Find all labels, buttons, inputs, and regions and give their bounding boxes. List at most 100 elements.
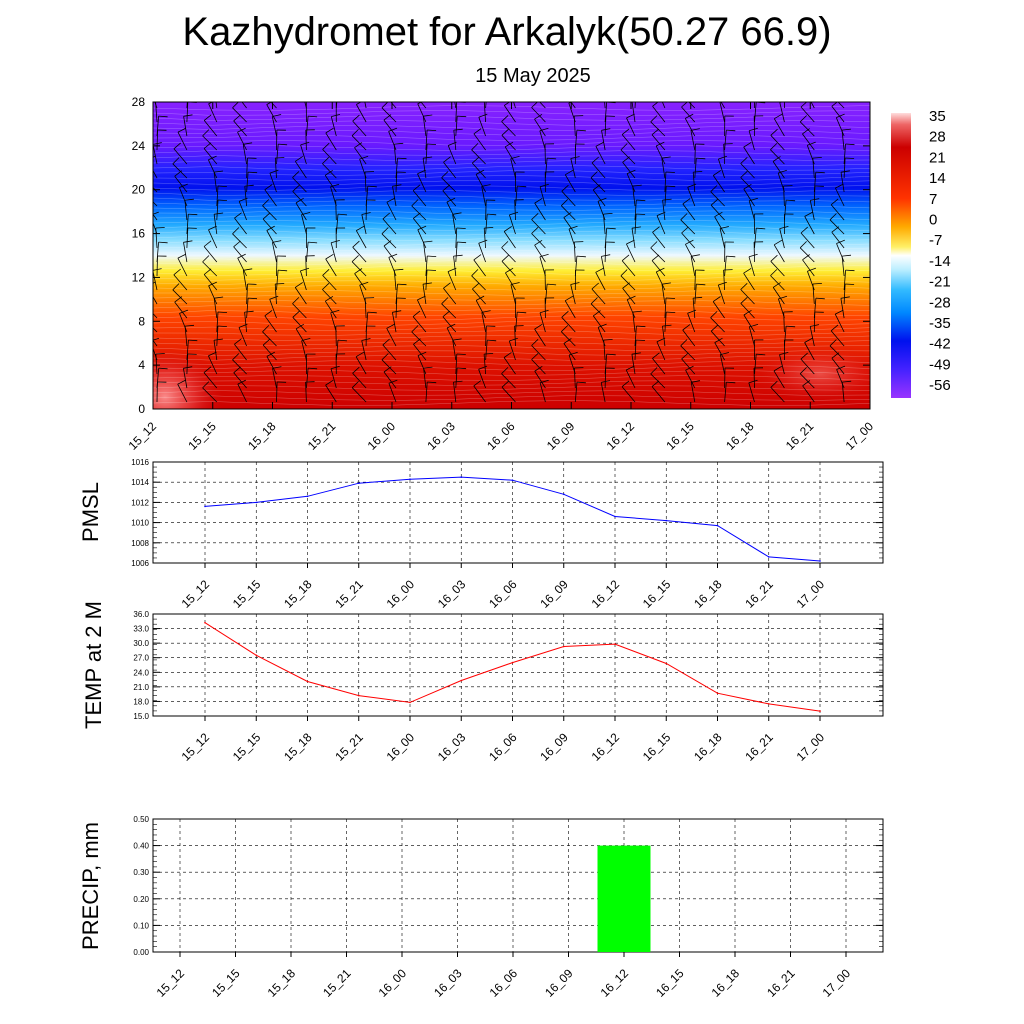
wind-barb — [690, 130, 696, 151]
wind-barb — [422, 284, 427, 305]
wind-barb — [425, 129, 428, 151]
wind-barb-flag — [534, 239, 543, 246]
wind-barb-flag — [800, 226, 808, 234]
wind-barb-flag — [386, 197, 396, 203]
pmsl-point — [255, 501, 258, 504]
colorbar-label: 0 — [929, 212, 937, 229]
wind-barb — [330, 242, 337, 263]
wind-barb-flag — [446, 197, 456, 203]
wind-barb — [714, 216, 725, 235]
wind-barb-flag — [324, 169, 333, 176]
wind-barb-flag — [266, 225, 275, 231]
wind-barb — [809, 200, 815, 221]
y-tick-label: 4 — [138, 358, 145, 372]
wind-barb — [264, 315, 277, 333]
wind-barb — [534, 244, 546, 263]
y-tick-label: 1008 — [131, 539, 149, 548]
contour-line — [153, 370, 870, 376]
wind-barb-flag — [748, 127, 758, 132]
wind-barb — [246, 172, 249, 193]
wind-barb — [233, 120, 247, 137]
wind-barb — [804, 216, 815, 235]
wind-barb — [501, 121, 516, 137]
wind-barb — [710, 191, 725, 207]
wind-barb — [382, 218, 397, 235]
wind-barb-flag — [322, 142, 330, 150]
wind-barb — [473, 385, 486, 403]
wind-barb-flag — [539, 253, 549, 258]
wind-barb — [322, 289, 337, 305]
wind-barb — [153, 169, 158, 179]
wind-barb — [295, 202, 307, 221]
contour-line — [153, 230, 870, 236]
wind-barb-flag — [831, 102, 838, 107]
wind-barb — [304, 102, 307, 109]
wind-barb-flag — [177, 127, 187, 133]
y-tick-label: 24.0 — [133, 668, 149, 677]
wind-barb-flag — [388, 253, 398, 258]
wind-barb — [453, 130, 457, 151]
wind-barb — [712, 301, 725, 319]
wind-barb — [483, 228, 486, 249]
contour-line — [153, 390, 870, 396]
wind-barb — [802, 133, 815, 151]
wind-barb — [570, 284, 576, 305]
wind-barb-flag — [651, 128, 660, 136]
wind-barb-flag — [153, 268, 162, 271]
wind-barb-flag — [203, 366, 212, 373]
y-tick-label: 30.0 — [133, 639, 149, 648]
wind-barb — [305, 255, 307, 277]
wind-barb — [829, 219, 845, 235]
wind-barb-flag — [188, 213, 198, 216]
wind-barb-flag — [183, 114, 193, 117]
wind-barb-flag — [799, 367, 807, 374]
wind-barb-flag — [656, 141, 665, 147]
wind-barb — [664, 171, 667, 193]
wind-barb-flag — [835, 183, 844, 189]
wind-barb-flag — [836, 113, 845, 118]
wind-barb — [324, 175, 337, 193]
wind-barb — [423, 368, 427, 389]
wind-barb-flag — [661, 282, 671, 285]
wind-barb-flag — [427, 255, 437, 257]
wind-barb — [634, 102, 636, 109]
wind-barb-flag — [621, 128, 630, 135]
wind-barb — [770, 387, 785, 403]
wind-barb — [269, 299, 277, 319]
wind-barb — [743, 314, 755, 333]
wind-barb-flag — [356, 225, 365, 231]
wind-barb-flag — [718, 155, 728, 160]
x-tick-label: 16_15 — [640, 730, 674, 764]
wind-barb — [515, 312, 518, 333]
wind-barb-flag — [292, 297, 300, 304]
wind-barb-flag — [292, 184, 300, 192]
wind-barb-flag — [295, 323, 305, 330]
wind-barb — [364, 102, 367, 109]
wind-barb-flag — [292, 171, 300, 178]
wind-barb — [503, 231, 516, 249]
wind-barb — [411, 205, 427, 221]
wind-barb-flag — [510, 156, 520, 159]
wind-barb-flag — [443, 156, 451, 163]
wind-barb-flag — [773, 239, 783, 246]
wind-barb-flag — [413, 87, 420, 93]
wind-barb-flag — [636, 325, 646, 328]
wind-barb — [156, 129, 158, 151]
wind-barb-flag — [627, 295, 636, 300]
contour-line — [153, 300, 870, 306]
wind-barb-flag — [691, 380, 701, 383]
wind-barb — [266, 104, 277, 123]
wind-barb — [203, 120, 218, 137]
wind-barb — [237, 383, 247, 403]
wind-barb — [604, 115, 607, 137]
wind-barb-flag — [325, 253, 334, 260]
wind-barb-flag — [447, 267, 457, 272]
wind-barb-flag — [174, 170, 183, 177]
contour-line — [153, 355, 870, 361]
wind-barb — [564, 174, 576, 193]
wind-barb-flag — [235, 87, 242, 93]
x-tick-label: 15_12 — [179, 730, 213, 764]
wind-barb — [153, 312, 158, 319]
wind-barb — [184, 326, 188, 347]
wind-barb — [213, 298, 218, 319]
